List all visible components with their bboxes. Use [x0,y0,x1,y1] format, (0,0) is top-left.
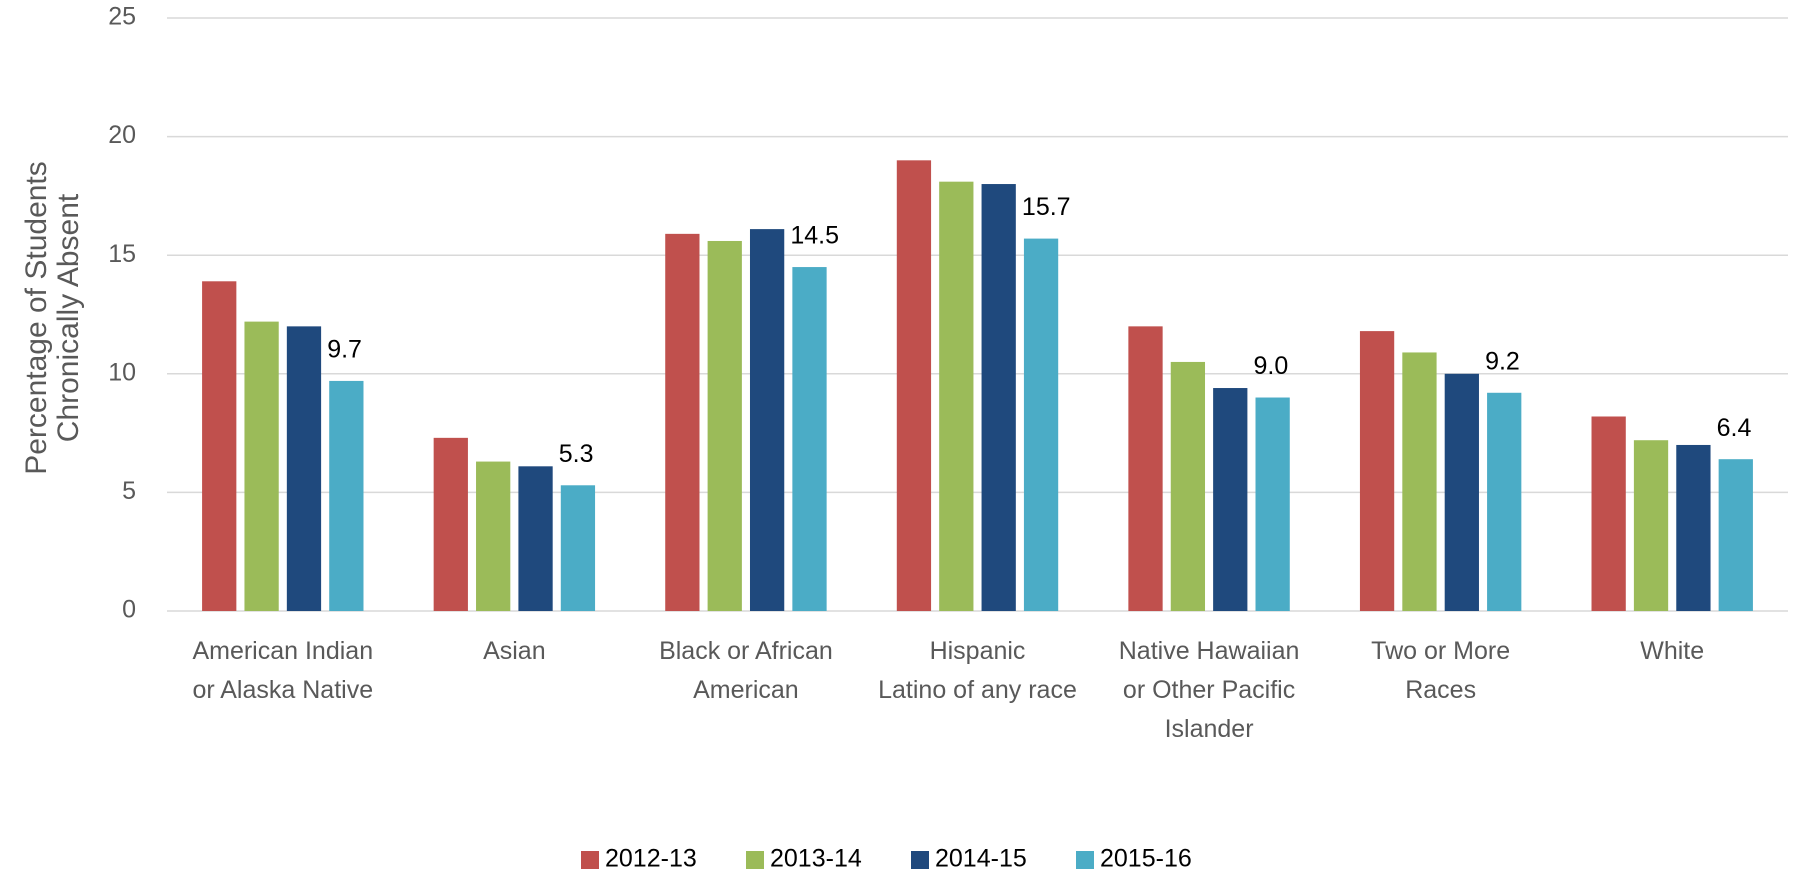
legend-label: 2012-13 [605,845,697,873]
bar [896,160,932,611]
value-label: 9.7 [327,336,362,364]
y-tick-label: 15 [108,240,136,268]
bar [939,181,974,611]
bar [476,461,511,611]
bar [707,240,742,611]
value-label: 14.5 [790,222,839,250]
bar [1255,397,1290,611]
bar [1633,440,1669,611]
bar [244,321,279,611]
y-tick-label: 10 [108,358,136,386]
bar [1591,416,1626,611]
bar [1718,459,1753,611]
y-axis-label: Percentage of Students [20,161,53,475]
value-label: 6.4 [1717,414,1752,442]
bar [1676,444,1711,611]
x-tick-label: Two or More Races [1371,637,1510,704]
bar [286,326,322,611]
x-tick-label: Asian [483,637,546,665]
bar [1213,388,1248,611]
value-label: 9.0 [1254,352,1289,380]
value-label: 5.3 [559,440,594,468]
bar [1487,392,1522,611]
bar [1359,331,1395,611]
bar [792,267,827,611]
x-tick-label: Native Hawaiian or Other Pacific Islander [1119,637,1300,743]
x-tick-label: Black or African American [659,637,833,704]
bar [749,229,785,611]
legend-label: 2014-15 [935,845,1027,873]
legend-label: 2013-14 [770,845,862,873]
y-tick-label: 5 [122,477,136,505]
bar [329,380,364,611]
bar [1402,352,1437,611]
x-tick-label: White [1640,637,1704,665]
bar [981,184,1016,612]
bar [1023,238,1059,611]
x-tick-label: Hispanic Latino of any race [878,637,1077,704]
bar [665,233,700,612]
legend-swatch [746,851,764,869]
bar [1170,361,1206,611]
x-tick-label: American Indian or Alaska Native [192,637,373,704]
y-axis-label: Chronically Absent [52,193,85,442]
y-tick-label: 20 [108,121,136,149]
legend-label: 2015-16 [1100,845,1192,873]
y-tick-label: 0 [122,596,136,624]
bar [202,281,237,611]
bar [1128,326,1163,611]
value-label: 15.7 [1022,193,1071,221]
bar [433,437,468,611]
legend-swatch [581,851,599,869]
legend-swatch [1076,851,1094,869]
value-label: 9.2 [1485,347,1520,375]
bar [518,466,553,611]
bar [560,485,596,611]
bar [1444,373,1479,611]
legend-swatch [911,851,929,869]
y-tick-label: 25 [108,3,136,31]
